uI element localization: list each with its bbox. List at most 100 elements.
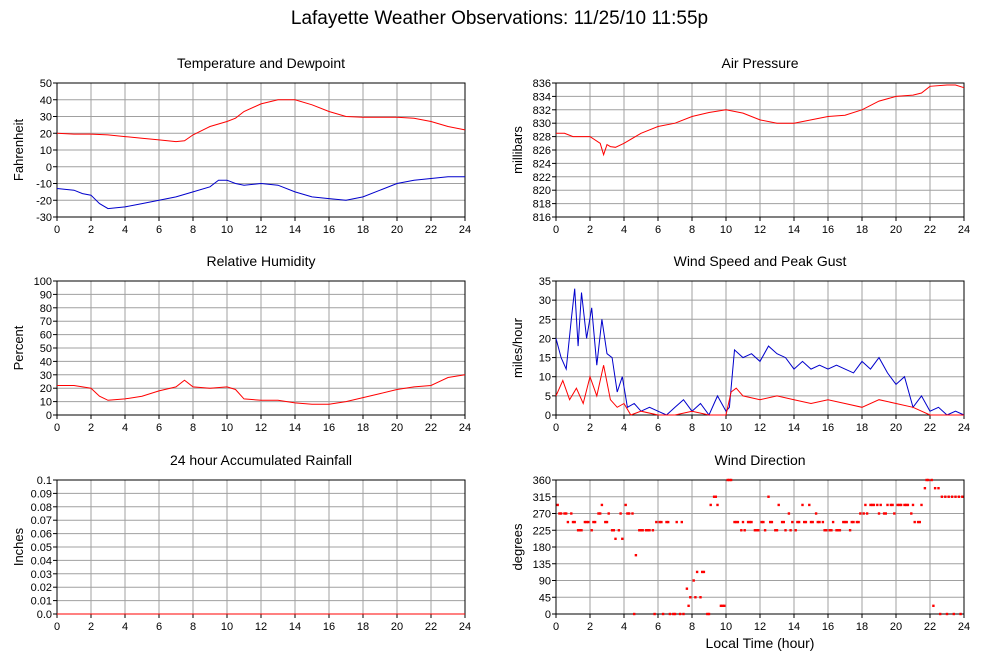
direction-x-tick-label: 8	[689, 621, 695, 633]
rainfall-x-tick-label: 22	[425, 621, 437, 633]
direction-point	[651, 529, 655, 532]
direction-point	[559, 512, 563, 515]
wind-x-tick-label: 20	[890, 422, 902, 434]
direction-point	[862, 512, 865, 515]
direction-frame	[555, 479, 965, 615]
direction-point	[695, 570, 699, 574]
pressure-title: Air Pressure	[721, 55, 798, 71]
humidity-x-tick-label: 10	[221, 422, 233, 434]
direction-y-tick-label: 225	[533, 525, 551, 537]
humidity-y-tick-label: 10	[40, 397, 52, 409]
direction-y-tick-label: 315	[533, 492, 551, 504]
direction-point	[699, 596, 702, 599]
direction-point	[910, 512, 913, 515]
wind-y-tick-label: 20	[539, 333, 551, 345]
direction-point	[571, 520, 575, 524]
wind-x-tick-label: 6	[655, 422, 661, 434]
pressure-x-tick-label: 18	[856, 224, 868, 236]
direction-point	[748, 520, 751, 524]
direction-point	[610, 529, 614, 532]
direction-point	[638, 529, 641, 532]
temperature-y-tick-label: -10	[36, 179, 52, 191]
direction-point	[680, 520, 683, 524]
wind-y-tick-label: 10	[539, 372, 551, 384]
direction-point	[879, 503, 882, 507]
direction-point	[716, 503, 719, 507]
wind-x-tick-label: 24	[958, 422, 970, 434]
direction-point	[842, 520, 845, 524]
temperature-y-axis-label: Fahrenheit	[11, 119, 26, 182]
humidity-x-tick-label: 8	[190, 422, 196, 434]
wind-title: Wind Speed and Peak Gust	[674, 253, 847, 269]
temperature-x-tick-label: 12	[255, 224, 267, 236]
direction-point	[891, 503, 894, 507]
wind-y-tick-label: 25	[539, 314, 551, 326]
pressure-y-tick-label: 836	[533, 78, 551, 90]
direction-point	[808, 503, 811, 507]
rainfall-y-tick-label: 0.04	[31, 555, 52, 567]
temperature-series-line-0	[56, 99, 466, 143]
direction-point	[859, 512, 862, 515]
direction-point	[940, 495, 944, 498]
temperature-x-tick-label: 6	[156, 224, 162, 236]
direction-point	[876, 503, 879, 507]
wind-x-tick-label: 14	[788, 422, 800, 434]
direction-point	[769, 520, 772, 524]
rainfall-x-tick-label: 14	[289, 621, 301, 633]
wind-x-tick-label: 12	[754, 422, 766, 434]
humidity-x-tick-label: 22	[425, 422, 437, 434]
direction-point	[855, 520, 859, 524]
direction-point	[872, 503, 876, 507]
direction-point	[898, 503, 901, 507]
direction-point	[906, 503, 910, 507]
direction-point	[728, 478, 731, 482]
direction-point	[673, 612, 677, 616]
rainfall-y-tick-label: 0.08	[31, 502, 52, 514]
direction-point	[556, 503, 559, 507]
direction-point	[782, 520, 785, 524]
temperature-x-tick-label: 14	[289, 224, 301, 236]
direction-point	[726, 478, 729, 482]
direction-point	[634, 553, 638, 557]
direction-point	[947, 495, 950, 498]
direction-point	[639, 529, 643, 532]
direction-x-tick-label: 10	[720, 621, 732, 633]
direction-point	[939, 612, 942, 616]
temperature-x-tick-label: 2	[88, 224, 94, 236]
direction-point	[590, 529, 593, 532]
direction-point	[933, 486, 937, 490]
rainfall-y-tick-label: 0.02	[31, 582, 52, 594]
direction-point	[736, 520, 740, 524]
wind-x-tick-label: 18	[856, 422, 868, 434]
rainfall-x-tick-label: 2	[88, 621, 94, 633]
direction-point	[884, 512, 887, 515]
direction-point	[682, 612, 685, 616]
direction-point	[721, 604, 724, 608]
pressure-x-tick-label: 0	[553, 224, 559, 236]
direction-point	[957, 495, 961, 498]
rainfall-x-tick-label: 8	[190, 621, 196, 633]
humidity-y-tick-label: 90	[40, 289, 52, 301]
direction-point	[689, 596, 692, 599]
direction-point	[706, 612, 709, 616]
pressure-x-tick-label: 20	[890, 224, 902, 236]
direction-point	[893, 512, 896, 515]
pressure-y-tick-label: 816	[533, 212, 551, 224]
temperature-y-tick-label: 20	[40, 128, 52, 140]
pressure-x-tick-label: 12	[754, 224, 766, 236]
direction-point	[709, 503, 712, 507]
direction-point	[831, 520, 835, 524]
direction-point	[950, 495, 954, 498]
direction-point	[750, 520, 753, 524]
temperature-x-tick-label: 20	[391, 224, 403, 236]
direction-point	[729, 478, 733, 482]
direction-point	[675, 520, 678, 524]
rainfall-y-tick-label: 0.09	[31, 488, 52, 500]
humidity-x-tick-label: 24	[459, 422, 471, 434]
rainfall-y-tick-label: 0.01	[31, 596, 52, 608]
direction-point	[864, 503, 867, 507]
direction-point	[694, 596, 697, 599]
direction-y-axis-label: degrees	[510, 523, 525, 570]
